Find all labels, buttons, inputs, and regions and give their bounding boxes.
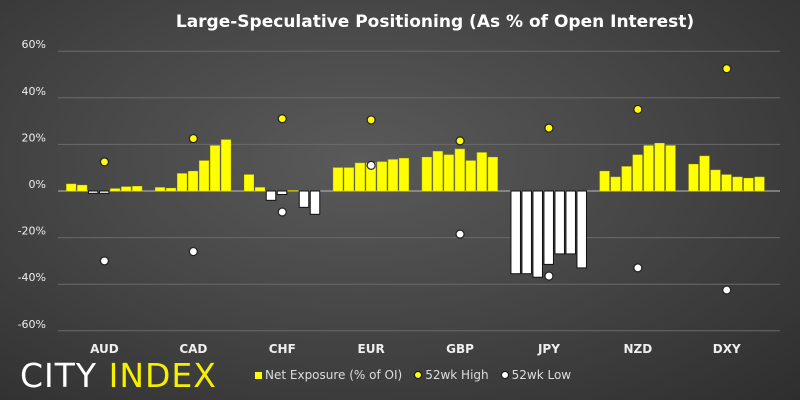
bar-aud <box>87 190 99 194</box>
bar-chf <box>298 190 310 208</box>
bar-dxy <box>721 174 732 192</box>
bar-aud <box>132 186 143 192</box>
legend-swatch-bar <box>255 371 262 379</box>
x-tick-label: JPY <box>537 342 560 356</box>
x-tick-label: NZD <box>623 342 652 356</box>
bar-dxy <box>710 169 721 192</box>
bar-nzd <box>599 170 610 192</box>
bar-dxy <box>699 155 710 192</box>
legend-item-52wk-low: 52wk Low <box>500 368 571 382</box>
high-point-eur <box>366 115 376 125</box>
legend: Net Exposure (% of OI) 52wk High 52wk Lo… <box>255 368 571 382</box>
bar-jpy <box>521 190 532 275</box>
bar-jpy <box>576 190 587 269</box>
bar-dxy <box>688 163 699 192</box>
legend-item-52wk-high: 52wk High <box>414 368 489 382</box>
x-tick-label: CAD <box>179 342 207 356</box>
bar-jpy <box>543 190 554 265</box>
bar-eur <box>332 167 343 192</box>
legend-item-net-exposure: Net Exposure (% of OI) <box>255 368 402 382</box>
high-point-aud <box>99 157 110 167</box>
bar-eur <box>376 161 387 192</box>
y-tick-label: 60% <box>22 38 46 51</box>
bar-gbp <box>487 156 498 192</box>
y-tick-label: 40% <box>22 85 46 98</box>
y-tick-label: 20% <box>22 131 46 144</box>
y-tick-label: 0% <box>29 178 46 191</box>
bar-aud <box>110 188 121 192</box>
bar-eur <box>354 162 365 192</box>
x-tick-label: GBP <box>446 342 474 356</box>
bar-dxy <box>754 176 765 192</box>
low-point-jpy <box>544 271 554 281</box>
bar-aud <box>66 183 77 192</box>
low-point-gbp <box>455 229 465 239</box>
bar-cad <box>155 187 166 192</box>
bar-cad <box>188 170 199 192</box>
bar-gbp <box>465 160 476 192</box>
bar-aud <box>98 190 110 194</box>
low-point-chf <box>277 207 287 217</box>
low-point-aud <box>99 256 110 266</box>
bar-gbp <box>421 156 432 192</box>
bar-gbp <box>454 148 465 192</box>
bar-aud <box>121 186 132 192</box>
bar-nzd <box>610 176 621 192</box>
bar-cad <box>177 173 188 192</box>
bar-dxy <box>743 177 754 192</box>
x-tick-label: AUD <box>90 342 119 356</box>
legend-swatch-low <box>500 371 509 379</box>
low-point-cad <box>188 246 198 257</box>
bar-nzd <box>632 154 643 192</box>
bar-chf <box>265 190 277 201</box>
legend-swatch-high <box>414 371 423 379</box>
bar-jpy <box>565 190 576 255</box>
bar-chf <box>276 190 288 195</box>
y-tick-label: -60% <box>18 318 46 331</box>
high-point-nzd <box>633 104 643 115</box>
bar-nzd <box>665 145 676 192</box>
bar-gbp <box>432 151 443 192</box>
bar-jpy <box>554 190 565 255</box>
x-tick-label: EUR <box>358 342 385 356</box>
city-index-logo: CITY INDEX <box>20 356 217 395</box>
x-tick-label: DXY <box>713 342 741 356</box>
bar-nzd <box>621 166 632 192</box>
bar-eur <box>343 167 354 192</box>
bar-cad <box>210 145 221 192</box>
bar-cad <box>199 160 210 192</box>
bar-chf <box>255 187 265 192</box>
bar-eur <box>387 159 398 192</box>
high-point-cad <box>188 133 198 144</box>
bar-chf <box>309 190 321 215</box>
bar-aud <box>77 184 88 192</box>
chart-title: Large-Speculative Positioning (As % of O… <box>175 12 695 32</box>
bar-gbp <box>476 152 487 192</box>
low-point-dxy <box>722 285 732 295</box>
bar-gbp <box>443 154 454 192</box>
high-point-chf <box>277 114 287 124</box>
high-point-dxy <box>722 64 732 74</box>
bar-nzd <box>643 145 654 192</box>
bar-cad <box>166 187 177 192</box>
bar-jpy <box>532 190 543 278</box>
bar-nzd <box>654 142 665 192</box>
bar-cad <box>221 139 232 192</box>
high-point-jpy <box>544 123 554 133</box>
y-tick-label: -40% <box>18 271 46 284</box>
bar-dxy <box>732 176 743 192</box>
bar-eur <box>398 158 409 192</box>
x-tick-label: CHF <box>269 342 296 356</box>
high-point-gbp <box>455 136 465 146</box>
bar-chf <box>244 174 254 192</box>
bar-jpy <box>510 190 521 275</box>
low-point-eur <box>366 160 376 170</box>
low-point-nzd <box>633 263 643 273</box>
y-tick-label: -20% <box>18 225 46 238</box>
